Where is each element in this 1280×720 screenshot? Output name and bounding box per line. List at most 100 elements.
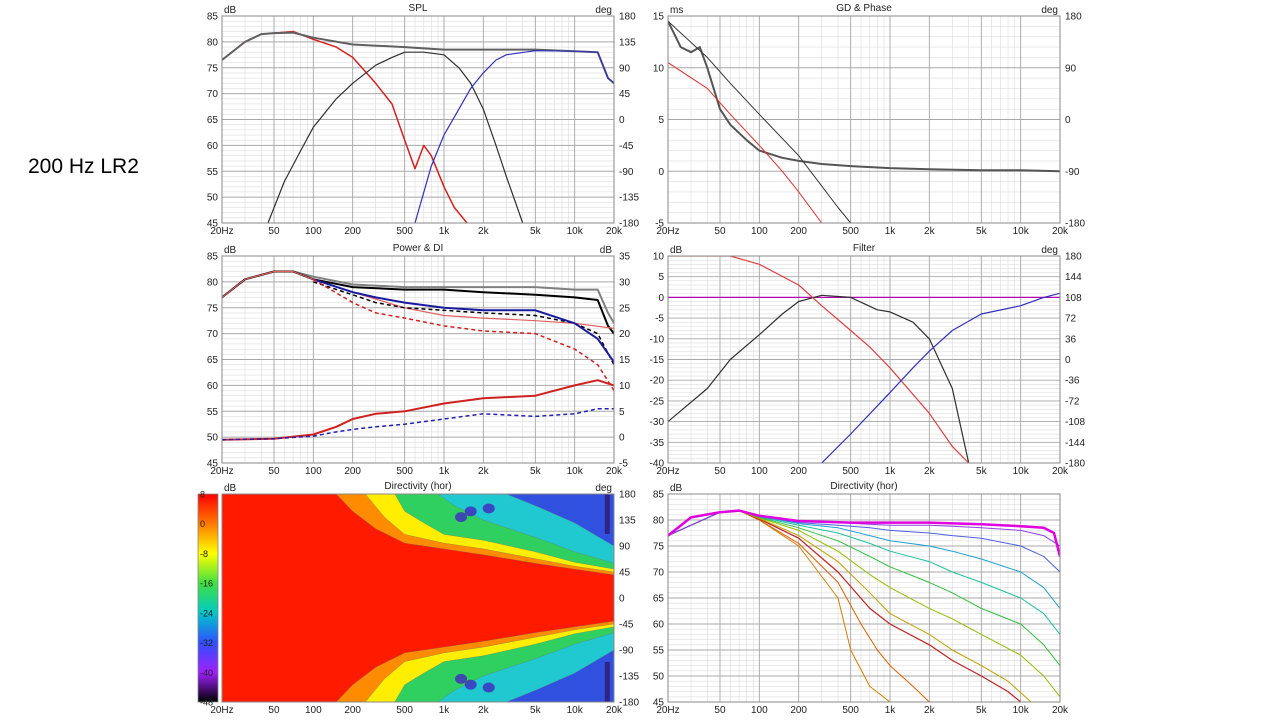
y2-tick-label: 45: [619, 89, 631, 100]
x-tick-label: 20Hz: [656, 226, 679, 237]
heatmap-fill: [222, 494, 614, 702]
y-tick-label: 10: [653, 63, 665, 74]
slide-label: 200 Hz LR2: [28, 155, 139, 178]
x-tick-label: 1k: [885, 705, 897, 716]
y2-tick-label: -180: [619, 219, 639, 230]
y-tick-label: 75: [653, 542, 665, 553]
y2-tick-label: 180: [1065, 12, 1082, 23]
colorbar-tick-label: -32: [200, 638, 213, 648]
y2-tick-label: 20: [619, 329, 631, 340]
x-tick-label: 10k: [1013, 705, 1030, 716]
heatmap-spot: [464, 506, 477, 517]
right-unit-label: deg: [595, 5, 612, 16]
plot-frame: [221, 255, 615, 464]
y-tick-label: 55: [653, 646, 665, 657]
y-tick-label: 70: [653, 568, 665, 579]
series-line-4: [414, 50, 614, 223]
y-tick-label: 80: [207, 277, 219, 288]
y-tick-label: -10: [650, 334, 665, 345]
y2-tick-label: -135: [619, 672, 639, 683]
colorbar: [197, 493, 219, 703]
series-group: [668, 20, 1060, 223]
heatmap-spot: [482, 682, 495, 693]
y2-tick-label: 36: [1065, 334, 1077, 345]
y-tick-label: 65: [653, 594, 665, 605]
y2-tick-label: -108: [1065, 417, 1085, 428]
series-line-11: [668, 509, 1060, 557]
heatmap-band-5-lower: [506, 649, 614, 702]
colorbar-tick-label: -24: [200, 608, 213, 618]
x-tick-label: 50: [268, 466, 280, 477]
x-tick-label: 100: [751, 705, 768, 716]
x-tick-label: 50: [268, 705, 280, 716]
left-unit-label: dB: [224, 245, 237, 256]
x-tick-label: 100: [751, 466, 768, 477]
series-group: [222, 270, 614, 441]
colorbar-tick-label: -16: [200, 579, 213, 589]
x-tick-label: 10k: [1013, 466, 1030, 477]
x-tick-label: 100: [305, 226, 322, 237]
x-tick-label: 20k: [1052, 705, 1069, 716]
plot-frame: [221, 493, 615, 703]
series-line-8: [222, 407, 614, 441]
x-tick-label: 200: [344, 705, 361, 716]
y-tick-label: 50: [207, 193, 219, 204]
y2-tick-label: 0: [1065, 355, 1071, 366]
y2-tick-label: 135: [619, 37, 636, 48]
y2-tick-label: -36: [1065, 376, 1080, 387]
y-tick-label: 10: [653, 252, 665, 263]
chart-title: GD & Phase: [836, 3, 892, 14]
x-tick-label: 5k: [530, 466, 542, 477]
right-unit-label: deg: [1041, 245, 1058, 256]
y-tick-label: -15: [650, 355, 665, 366]
x-tick-label: 1k: [439, 466, 451, 477]
y-tick-label: 60: [653, 620, 665, 631]
x-tick-label: 1k: [439, 705, 451, 716]
right-unit-label: deg: [1041, 5, 1058, 16]
y-tick-label: -35: [650, 438, 665, 449]
plot-frame: [667, 15, 1061, 224]
x-tick-label: 100: [305, 466, 322, 477]
heatmap-dark-strip: [604, 662, 610, 702]
x-tick-label: 10k: [1013, 226, 1030, 237]
y-tick-label: 60: [207, 141, 219, 152]
x-tick-label: 1k: [885, 466, 897, 477]
y2-tick-label: 30: [619, 277, 631, 288]
y2-tick-label: 0: [1065, 115, 1071, 126]
heatmap-band-5-upper: [506, 494, 614, 547]
heatmap-spot: [482, 503, 495, 514]
y2-tick-label: -90: [1065, 167, 1080, 178]
y2-tick-label: 180: [1065, 252, 1082, 263]
x-tick-label: 500: [396, 226, 413, 237]
y2-tick-label: 90: [619, 63, 631, 74]
y2-tick-label: -45: [619, 620, 634, 631]
x-tick-label: 2k: [924, 466, 936, 477]
left-unit-label: dB: [224, 5, 237, 16]
y-tick-label: 75: [207, 303, 219, 314]
x-tick-label: 200: [344, 226, 361, 237]
y-tick-label: 80: [207, 37, 219, 48]
y-tick-label: 50: [207, 433, 219, 444]
x-tick-label: 1k: [885, 226, 897, 237]
chart-title: Filter: [853, 243, 876, 254]
x-tick-label: 200: [344, 466, 361, 477]
y-tick-label: 55: [207, 407, 219, 418]
chart-spl: 45 50 55 60 65 70 75 80 85 20Hz 50 100 200 500 1k 2k 5k 1…: [207, 3, 640, 237]
y2-tick-label: 108: [1065, 293, 1082, 304]
x-tick-label: 20Hz: [656, 466, 679, 477]
x-tick-label: 5k: [530, 705, 542, 716]
y-tick-label: 75: [207, 63, 219, 74]
y2-tick-label: 144: [1065, 272, 1082, 283]
heatmap-spot: [455, 673, 468, 684]
x-tick-label: 50: [714, 226, 726, 237]
y-tick-label: 50: [653, 672, 665, 683]
series-line-3: [267, 51, 524, 223]
x-tick-label: 20Hz: [656, 705, 679, 716]
chart-title: Directivity (hor): [384, 481, 451, 492]
chart-filter: -40 -35 -30 -25 -20 -15 -10 -5 0 5 10 20Hz 50 100 200 5…: [650, 243, 1086, 477]
x-tick-label: 20Hz: [210, 466, 233, 477]
y2-tick-label: 0: [619, 594, 625, 605]
right-unit-label: dB: [600, 245, 613, 256]
